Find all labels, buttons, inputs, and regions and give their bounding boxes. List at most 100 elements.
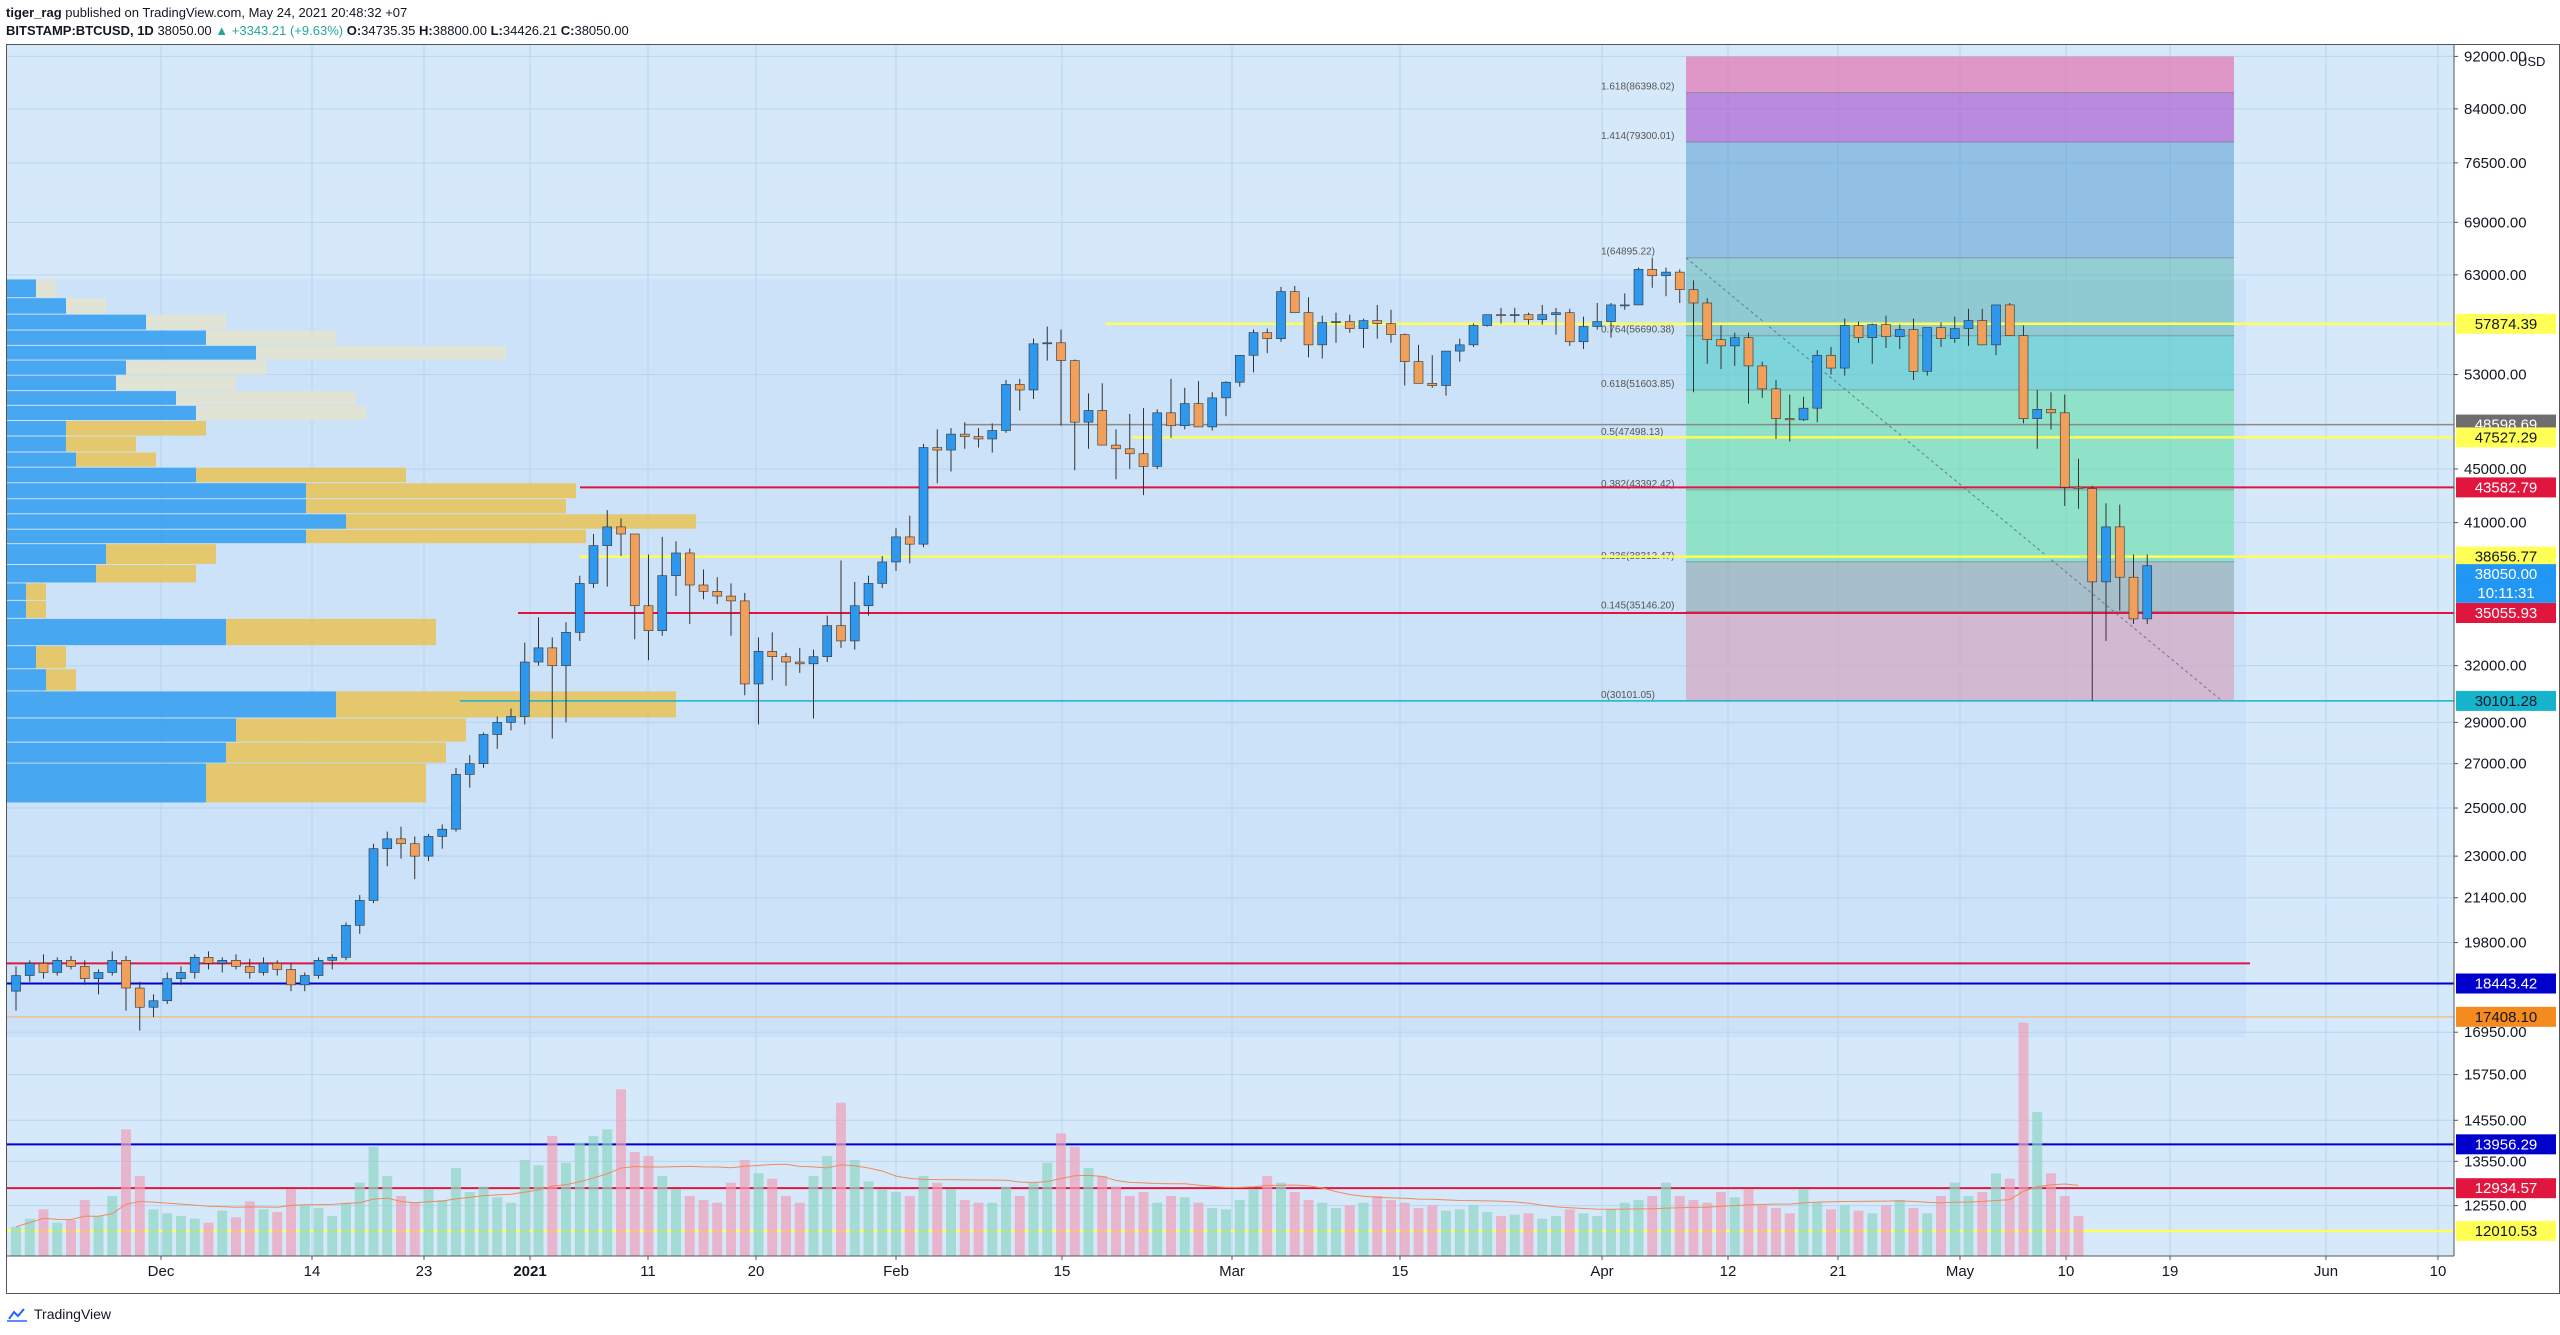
candle-body[interactable]: [1688, 289, 1699, 304]
candle-body[interactable]: [1083, 410, 1094, 423]
candle-body[interactable]: [1771, 388, 1781, 419]
candle-body[interactable]: [574, 583, 585, 633]
candle-body[interactable]: [1908, 329, 1919, 372]
candle-body[interactable]: [1276, 291, 1286, 339]
candle-body[interactable]: [1001, 384, 1011, 431]
candle-body[interactable]: [2142, 565, 2153, 620]
candle-body[interactable]: [66, 960, 76, 967]
candle-body[interactable]: [162, 978, 173, 1002]
candle-body[interactable]: [1922, 327, 1933, 372]
candle-body[interactable]: [1784, 418, 1795, 421]
candle-body[interactable]: [396, 838, 406, 845]
candle-body[interactable]: [698, 584, 709, 592]
candle-body[interactable]: [781, 656, 791, 663]
price-tag[interactable]: [2456, 477, 2556, 498]
candle-body[interactable]: [2073, 486, 2084, 489]
candle-body[interactable]: [1894, 329, 1905, 337]
candle-body[interactable]: [519, 661, 530, 717]
candle-body[interactable]: [1839, 325, 1850, 369]
candle-body[interactable]: [506, 716, 516, 723]
candle-body[interactable]: [1509, 314, 1520, 316]
candle-body[interactable]: [1317, 322, 1328, 346]
price-tag[interactable]: [2456, 1178, 2556, 1199]
candle-body[interactable]: [1716, 339, 1726, 347]
candle-body[interactable]: [1606, 304, 1616, 322]
price-axis-bg[interactable]: [2454, 44, 2560, 1256]
chart-area[interactable]: 1.618(86398.02) 1.414(79300.01) 1(64895.22…: [6, 44, 2560, 1294]
candle-body[interactable]: [327, 957, 338, 961]
candle-body[interactable]: [1372, 320, 1383, 324]
price-tag[interactable]: [2456, 427, 2556, 448]
candle-body[interactable]: [712, 591, 723, 597]
candle-body[interactable]: [1221, 381, 1231, 399]
fib-trend-line[interactable]: [1685, 257, 2223, 702]
candle-body[interactable]: [24, 963, 35, 976]
candle-body[interactable]: [1042, 342, 1053, 345]
candle-body[interactable]: [1661, 271, 1671, 277]
candle-body[interactable]: [684, 552, 695, 586]
candle-body[interactable]: [2046, 409, 2056, 414]
candle-body[interactable]: [121, 960, 131, 989]
candle-body[interactable]: [1963, 320, 1974, 329]
candle-body[interactable]: [973, 436, 984, 440]
candle-body[interactable]: [808, 656, 819, 665]
candle-body[interactable]: [794, 661, 805, 665]
candle-body[interactable]: [987, 430, 998, 440]
candle-body[interactable]: [904, 536, 915, 545]
candle-body[interactable]: [134, 987, 145, 1008]
candle-body[interactable]: [1757, 365, 1768, 390]
price-tag[interactable]: [2456, 603, 2556, 624]
candle-body[interactable]: [2059, 412, 2070, 488]
candle-body[interactable]: [272, 963, 283, 970]
candle-body[interactable]: [176, 972, 186, 979]
candle-body[interactable]: [148, 1000, 159, 1008]
candle-body[interactable]: [1289, 291, 1300, 313]
candle-body[interactable]: [464, 763, 475, 775]
candle-body[interactable]: [1069, 360, 1080, 423]
candle-body[interactable]: [588, 545, 599, 584]
candle-body[interactable]: [877, 561, 888, 584]
candle-body[interactable]: [2101, 526, 2111, 583]
author-name[interactable]: tiger_rag: [6, 5, 62, 20]
candle-body[interactable]: [231, 960, 241, 967]
candle-body[interactable]: [189, 957, 200, 973]
candle-body[interactable]: [38, 963, 49, 973]
candle-body[interactable]: [313, 960, 324, 976]
candle-body[interactable]: [1881, 324, 1891, 337]
candle-body[interactable]: [959, 433, 970, 437]
candle-body[interactable]: [244, 966, 255, 973]
candle-body[interactable]: [932, 447, 943, 451]
price-tag[interactable]: [2456, 313, 2556, 334]
candle-body[interactable]: [11, 975, 21, 992]
candle-body[interactable]: [1358, 320, 1369, 329]
candle-body[interactable]: [1826, 354, 1836, 369]
time-axis-bg[interactable]: [6, 1256, 2560, 1294]
candle-body[interactable]: [1413, 361, 1424, 384]
candle-body[interactable]: [753, 651, 764, 685]
candle-body[interactable]: [1193, 403, 1204, 428]
candle-body[interactable]: [1248, 332, 1259, 356]
candle-body[interactable]: [863, 583, 874, 607]
candle-body[interactable]: [1014, 384, 1025, 391]
candle-body[interactable]: [1812, 354, 1823, 409]
candle-body[interactable]: [836, 625, 846, 642]
candle-body[interactable]: [547, 647, 558, 666]
candle-body[interactable]: [1798, 407, 1809, 421]
price-tag[interactable]: [2456, 582, 2556, 603]
candle-body[interactable]: [1028, 343, 1039, 391]
candle-body[interactable]: [1344, 321, 1355, 329]
candle-body[interactable]: [1977, 320, 1988, 346]
candle-body[interactable]: [643, 605, 654, 631]
candle-body[interactable]: [478, 734, 489, 764]
candle-body[interactable]: [767, 651, 778, 657]
candle-body[interactable]: [368, 848, 379, 901]
candle-body[interactable]: [341, 925, 351, 958]
candle-body[interactable]: [602, 526, 613, 546]
candle-body[interactable]: [1564, 312, 1575, 343]
price-tag[interactable]: [2456, 1006, 2556, 1027]
price-tag[interactable]: [2456, 1134, 2556, 1155]
candle-body[interactable]: [671, 552, 681, 576]
candle-body[interactable]: [1743, 337, 1754, 367]
candle-body[interactable]: [299, 975, 310, 986]
symbol-label[interactable]: BITSTAMP:BTCUSD, 1D: [6, 23, 154, 38]
